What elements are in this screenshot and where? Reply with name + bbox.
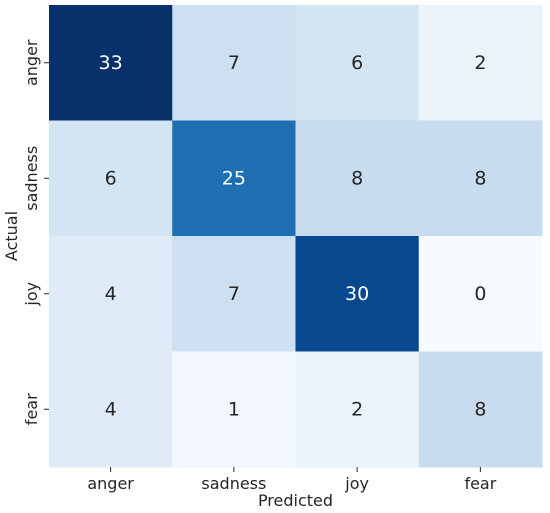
- cell-value-label: 6: [351, 52, 363, 74]
- heatmap-cell-fear-sadness: [172, 351, 296, 468]
- heatmap-cell-joy-anger: [49, 236, 173, 352]
- heatmap-cell-joy-sadness: [172, 236, 296, 352]
- x-tick-label: sadness: [201, 474, 266, 493]
- x-axis-label: Predicted: [258, 491, 333, 510]
- heatmap-cells: 33 7 6 2 6 25 8 8 4 7 30 0 4 1 2 8: [49, 5, 543, 468]
- y-tick-label: joy: [22, 282, 41, 307]
- cell-value-label: 6: [105, 167, 117, 189]
- heatmap-cell-anger-anger: [49, 5, 173, 121]
- cell-value-label: 2: [474, 52, 486, 74]
- heatmap-cell-sadness-sadness: [172, 120, 296, 237]
- cell-value-label: 8: [474, 398, 486, 420]
- y-axis-label: Actual: [2, 211, 21, 261]
- x-axis-ticks: anger sadness joy fear: [87, 467, 497, 493]
- heatmap-cell-sadness-fear: [418, 120, 543, 237]
- cell-value-label: 8: [351, 167, 363, 189]
- cell-value-label: 1: [228, 398, 240, 420]
- cell-value-label: 4: [105, 283, 117, 305]
- heatmap-cell-joy-joy: [295, 236, 420, 352]
- cell-value-label: 2: [351, 398, 363, 420]
- heatmap-cell-fear-fear: [418, 351, 543, 468]
- cell-value-label: 7: [228, 52, 240, 74]
- cell-value-label: 4: [105, 398, 117, 420]
- heatmap-cell-anger-fear: [418, 5, 543, 121]
- heatmap-cell-sadness-anger: [49, 120, 173, 237]
- heatmap-cell-sadness-joy: [295, 120, 420, 237]
- heatmap-cell-joy-fear: [418, 236, 543, 352]
- heatmap-cell-fear-joy: [295, 351, 420, 468]
- x-tick-label: joy: [344, 474, 369, 493]
- x-tick-label: fear: [464, 474, 496, 493]
- heatmap-cell-fear-anger: [49, 351, 173, 468]
- y-tick-label: anger: [22, 39, 41, 86]
- y-tick-label: sadness: [22, 146, 41, 211]
- cell-value-label: 33: [99, 52, 123, 74]
- cell-value-label: 30: [345, 283, 369, 305]
- y-axis-ticks: anger sadness joy fear: [22, 39, 49, 425]
- cell-value-label: 25: [222, 167, 246, 189]
- heatmap-cell-anger-joy: [295, 5, 420, 121]
- heatmap-cell-anger-sadness: [172, 5, 296, 121]
- y-tick-label: fear: [22, 393, 41, 425]
- cell-value-label: 7: [228, 283, 240, 305]
- cell-value-label: 8: [474, 167, 486, 189]
- x-tick-label: anger: [87, 474, 134, 493]
- cell-value-label: 0: [474, 283, 486, 305]
